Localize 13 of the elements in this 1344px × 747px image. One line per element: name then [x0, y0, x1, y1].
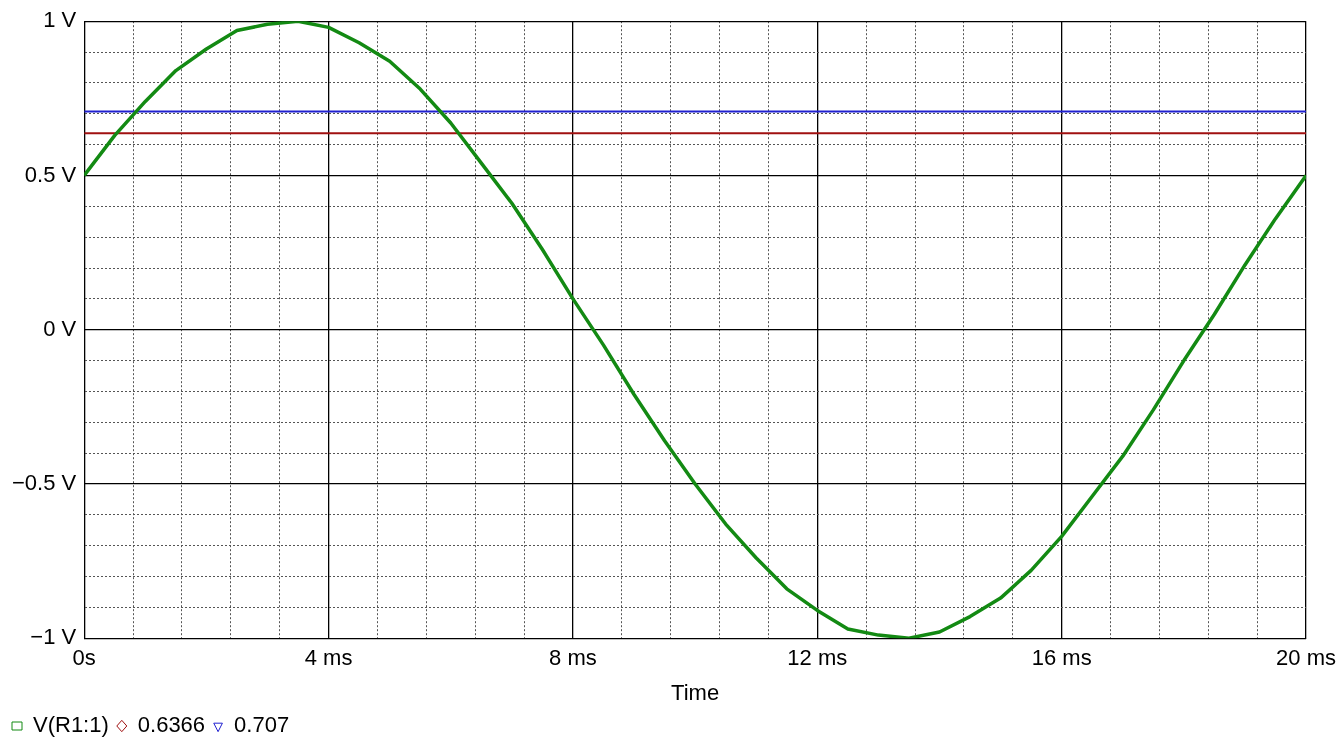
x-axis-title: Time — [671, 679, 720, 705]
y-tick-label: −0.5 V — [12, 470, 77, 496]
x-tick-label: 8 ms — [549, 645, 597, 671]
y-tick-label: 1 V — [43, 7, 77, 33]
legend-label: 0.707 — [234, 712, 290, 738]
y-tick-label: 0.5 V — [24, 161, 77, 187]
x-tick-label: 20 ms — [1276, 645, 1337, 671]
legend-label: V(R1:1) — [33, 712, 109, 738]
legend-label: 0.6366 — [137, 712, 206, 738]
x-tick-label: 16 ms — [1031, 645, 1092, 671]
x-tick-label: 4 ms — [304, 645, 353, 671]
x-tick-label: 12 ms — [787, 645, 848, 671]
y-tick-label: 0 V — [43, 315, 77, 341]
